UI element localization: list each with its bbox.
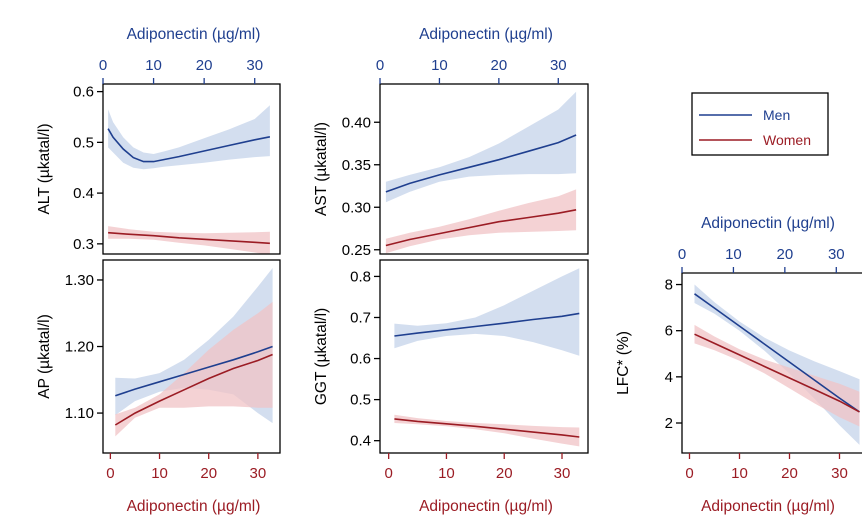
x-tick-label-ap: 0 (106, 465, 114, 482)
ci-band-women-ast (385, 189, 577, 254)
series-line-women-lfc (694, 333, 860, 413)
panel-ap: 1.10 1.20 1.30 AP (µkatal/l) 0 10 20 30 Adiponec… (36, 259, 281, 515)
plot-area-lfc (694, 284, 860, 445)
x-tick-label-lfc: 30 (831, 465, 848, 482)
ci-band-men-ast (385, 91, 577, 203)
x-tick-label-ap: 10 (151, 465, 168, 482)
top-x-tick-label-alt: 0 (99, 57, 107, 74)
y-tick-label-alt: 0.4 (73, 185, 94, 202)
y-axis-label-ap: AP (µkatal/l) (36, 314, 53, 398)
top-x-tick-label-lfc: 30 (828, 246, 845, 263)
top-x-axis-label-alt: Adiponectin (µg/ml) (127, 26, 261, 43)
legend-women-label: Women (763, 132, 811, 148)
plot-area-ast (385, 91, 577, 254)
x-axis-label-lfc: Adiponectin (µg/ml) (701, 498, 835, 515)
y-tick-label-ast: 0.25 (342, 242, 371, 259)
y-tick-label-ap: 1.10 (65, 405, 94, 422)
y-tick-label-ggt: 0.6 (350, 351, 371, 368)
top-x-tick-label-alt: 30 (246, 57, 263, 74)
top-x-axis-label-ast: Adiponectin (µg/ml) (419, 26, 553, 43)
ci-band-women-ggt (394, 414, 580, 447)
ci-band-men-lfc (694, 284, 860, 445)
y-axis-label-ggt: GGT (µkatal/l) (313, 308, 330, 405)
x-axis-label-ap: Adiponectin (µg/ml) (127, 498, 261, 515)
top-x-tick-label-ast: 30 (550, 57, 567, 74)
top-x-axis-label-lfc: Adiponectin (µg/ml) (701, 215, 835, 232)
x-tick-label-ap: 20 (200, 465, 217, 482)
frame-lfc (681, 272, 862, 454)
x-tick-label-ap: 30 (250, 465, 267, 482)
ci-band-women-lfc (694, 324, 860, 427)
plot-area-ap (114, 268, 273, 437)
ci-band-women-ap (115, 301, 273, 437)
x-tick-label-lfc: 0 (685, 465, 693, 482)
series-line-men-alt (107, 128, 271, 163)
panel-ggt: 0.4 0.5 0.6 0.7 0.8 GGT (µkatal/l) 0 10 20 30Adip… (313, 259, 589, 515)
y-axis-label-alt: ALT (µkatal/l) (36, 123, 53, 214)
series-line-women-ap (114, 353, 273, 426)
plot-area-ggt (394, 268, 580, 447)
x-tick-label-lfc: 20 (781, 465, 798, 482)
series-line-men-ap (115, 345, 273, 397)
y-axis-label-ast: AST (µkatal/l) (313, 122, 330, 216)
y-tick-label-lfc: 8 (665, 277, 673, 294)
y-tick-label-ast: 0.40 (342, 114, 371, 131)
top-x-tick-label-lfc: 0 (678, 246, 686, 263)
x-tick-label-ggt: 20 (496, 465, 513, 482)
legend-box (691, 92, 829, 156)
y-tick-label-alt: 0.6 (73, 84, 94, 101)
y-axis-label-lfc: LFC* (%) (615, 331, 632, 395)
frame-ggt (379, 259, 589, 454)
ci-band-women-alt (108, 226, 270, 254)
y-tick-label-ggt: 0.8 (350, 268, 371, 285)
x-tick-label-ggt: 10 (438, 465, 455, 482)
x-tick-label-ggt: 30 (554, 465, 571, 482)
top-x-tick-label-ast: 10 (431, 57, 448, 74)
ci-band-men-alt (108, 105, 270, 170)
y-tick-label-alt: 0.3 (73, 236, 94, 253)
y-tick-label-lfc: 6 (665, 323, 673, 340)
y-tick-label-ggt: 0.4 (350, 433, 371, 450)
y-tick-label-ggt: 0.5 (350, 392, 371, 409)
x-tick-label-ggt: 0 (384, 465, 392, 482)
x-tick-label-lfc: 10 (731, 465, 748, 482)
frame-ap (102, 259, 281, 454)
legend: Men Women (691, 92, 829, 156)
top-x-tick-label-alt: 20 (196, 57, 213, 74)
legend-men-label: Men (763, 107, 790, 123)
y-tick-label-ggt: 0.7 (350, 309, 371, 326)
x-axis-label-ggt: Adiponectin (µg/ml) (419, 498, 553, 515)
series-line-women-ggt (394, 418, 580, 438)
frame-ast (379, 83, 589, 255)
y-tick-label-ap: 1.20 (65, 339, 94, 356)
top-x-tick-label-lfc: 10 (725, 246, 742, 263)
series-line-men-ast (385, 134, 577, 193)
y-tick-label-alt: 0.5 (73, 134, 94, 151)
plot-area-alt (107, 105, 271, 254)
panel-ast: 0.25 0.30 0.35 0.40 AST (µkatal/l) 0 10 20 30 Adi… (313, 26, 589, 259)
y-tick-label-ap: 1.30 (65, 272, 94, 289)
y-tick-label-lfc: 4 (665, 369, 673, 386)
panel-lfc: 2 4 6 8 LFC* (%) 0 10 20 30 Adiponectin (µg/ml) 0 1… (615, 215, 862, 515)
series-line-men-ggt (394, 312, 580, 337)
y-tick-label-ast: 0.35 (342, 157, 371, 174)
panel-alt: 0.3 0.4 0.5 0.6 ALT (µkatal/l) 0 10 20 30 Adipone… (36, 26, 281, 255)
ci-band-men-ggt (394, 268, 580, 356)
series-line-men-lfc (694, 293, 860, 413)
top-x-tick-label-ast: 20 (491, 57, 508, 74)
series-line-women-ast (385, 209, 577, 247)
top-x-tick-label-alt: 10 (145, 57, 162, 74)
top-x-tick-label-lfc: 20 (777, 246, 794, 263)
y-tick-label-lfc: 2 (665, 415, 673, 432)
series-line-women-alt (108, 231, 270, 245)
top-x-tick-label-ast: 0 (376, 57, 384, 74)
frame-alt (102, 83, 281, 255)
y-tick-label-ast: 0.30 (342, 199, 371, 216)
